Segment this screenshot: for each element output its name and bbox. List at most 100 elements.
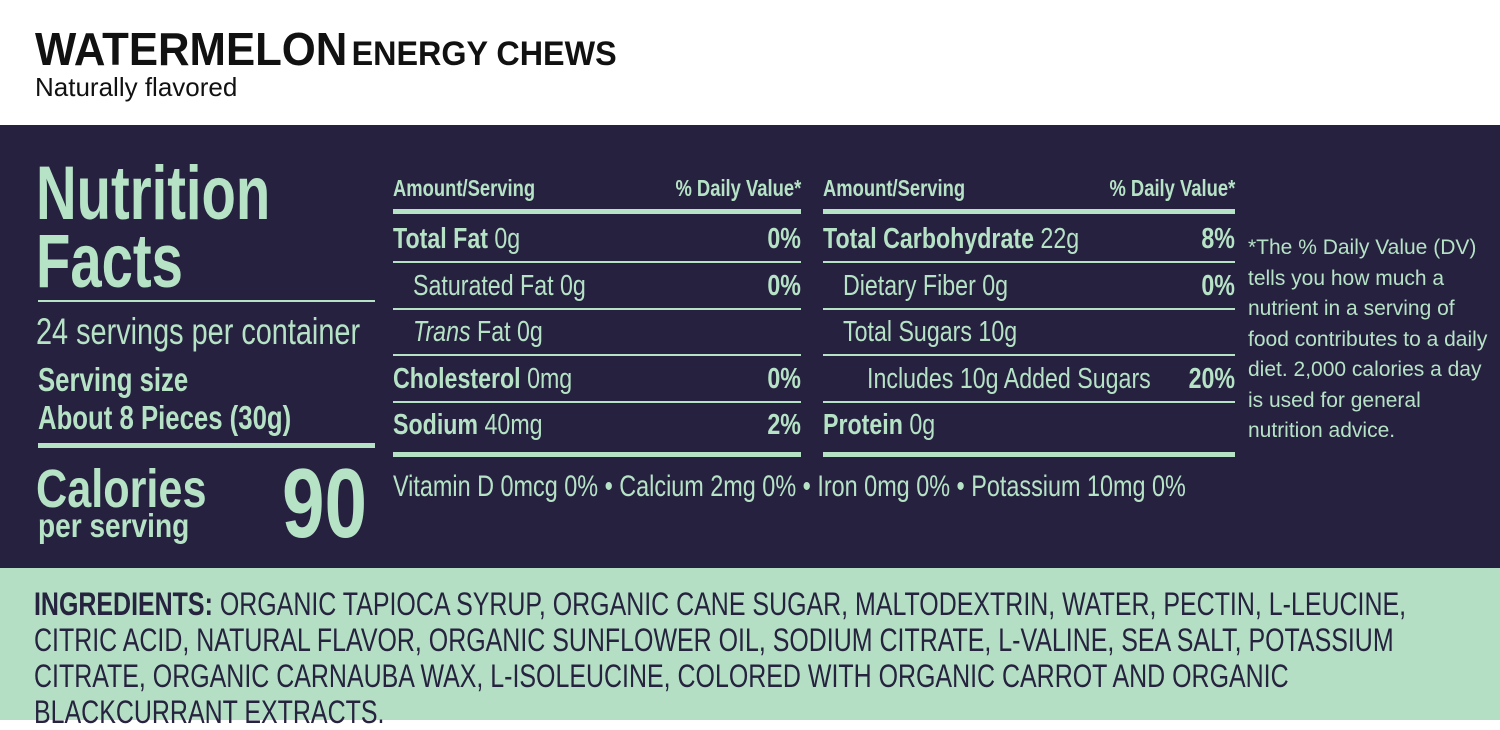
separator: • [802, 470, 811, 503]
row-dv: 0% [1201, 270, 1235, 302]
row-dv: 8% [1201, 223, 1235, 255]
calories-value: 90 [282, 447, 391, 560]
vitamin-item: Vitamin D 0mcg 0% [393, 470, 599, 503]
row-label: Includes 10g Added Sugars [867, 359, 1151, 399]
rule [393, 209, 801, 214]
row-label: Total Sugars 10g [843, 312, 1017, 352]
row-name: Saturated Fat [413, 270, 554, 302]
nutrition-panel: Nutrition Facts 24 servings per containe… [0, 125, 1500, 568]
left-table: Amount/Serving % Daily Value* Total Fat 0g… [393, 125, 801, 568]
rule [823, 452, 1235, 457]
title: WATERMELON ENERGY CHEWS [35, 22, 647, 76]
calories-sub: per serving [38, 507, 216, 545]
rule [823, 209, 1235, 214]
servings-text: 24 servings per container [36, 311, 361, 352]
row-name: Dietary Fiber [843, 270, 976, 302]
rule [393, 401, 801, 403]
row-label: Protein 0g [823, 405, 935, 445]
table-row: Sodium 40mg 2% [393, 405, 801, 445]
title-bold: WATERMELON [35, 23, 348, 75]
table-row: Protein 0g [823, 405, 1235, 445]
facts-heading: Nutrition Facts [36, 151, 353, 304]
table-row: Trans Fat 0g [393, 312, 801, 352]
ingredients-label: INGREDIENTS: [34, 586, 213, 622]
table-row: Total Carbohydrate 22g 8% [823, 219, 1235, 259]
header-dv: % Daily Value* [675, 175, 801, 201]
rule [38, 300, 375, 302]
calories-number: 90 [282, 448, 368, 558]
heading-line: Facts [36, 219, 183, 304]
subtitle: Naturally flavored [35, 72, 238, 102]
calories-label-text: Calories [36, 459, 207, 519]
ingredients-text: INGREDIENTS: ORGANIC TAPIOCA SYRUP, ORGA… [34, 586, 1422, 730]
row-name: Fat [477, 316, 511, 348]
row-label: Total Carbohydrate 22g [823, 219, 1079, 259]
row-name-italic: Trans [413, 316, 471, 348]
row-name: Total Sugars [843, 316, 972, 348]
table-row: Includes 10g Added Sugars 20% [823, 359, 1235, 399]
calories-label: Calories [36, 458, 249, 520]
footnote: *The % Daily Value (DV) tells you how mu… [1248, 236, 1488, 442]
row-dv: 20% [1188, 363, 1235, 395]
row-amount: 0g [560, 270, 586, 302]
heading-line: Nutrition [36, 151, 271, 236]
header-dv: % Daily Value* [1109, 175, 1235, 201]
row-amount: 0mg [527, 363, 573, 395]
row-name: Sodium [393, 409, 479, 441]
table-row: Cholesterol 0mg 0% [393, 359, 801, 399]
ingredients: INGREDIENTS: ORGANIC TAPIOCA SYRUP, ORGA… [0, 568, 1500, 730]
row-amount: 0g [494, 223, 521, 255]
row-name: Total Carbohydrate [823, 223, 1034, 255]
rule [393, 261, 801, 263]
calories-sub-text: per serving [38, 507, 190, 544]
table-row: Total Fat 0g 0% [393, 219, 801, 259]
vitamins: Vitamin D 0mcg 0% • Calcium 2mg 0% • Iro… [393, 470, 1409, 504]
row-amount: 0g [909, 409, 936, 441]
row-label: Total Fat 0g [393, 219, 520, 259]
row-label: Cholesterol 0mg [393, 359, 572, 399]
rule [823, 401, 1235, 403]
vitamin-item: Calcium 2mg 0% [619, 470, 797, 503]
vitamin-item: Iron 0mg 0% [817, 470, 951, 503]
row-label: Trans Fat 0g [413, 312, 543, 352]
table-row: Saturated Fat 0g 0% [393, 266, 801, 306]
rule [823, 261, 1235, 263]
rule [393, 452, 801, 457]
row-name: Includes 10g Added Sugars [867, 363, 1151, 395]
rule [823, 308, 1235, 310]
row-dv: 0% [767, 270, 801, 302]
header-amount: Amount/Serving [393, 175, 536, 201]
vitamins-line: Vitamin D 0mcg 0% • Calcium 2mg 0% • Iro… [393, 470, 1186, 504]
row-amount: 0g [982, 270, 1009, 302]
row-amount: 0g [517, 316, 543, 348]
table-row: Dietary Fiber 0g 0% [823, 266, 1235, 306]
row-dv: 0% [767, 223, 801, 255]
serving-size-label-text: Serving size [38, 361, 189, 398]
row-name: Total Fat [393, 223, 488, 255]
ingredients-list: ORGANIC TAPIOCA SYRUP, ORGANIC CANE SUGA… [34, 586, 1407, 730]
rule [393, 308, 801, 310]
row-amount: 10g [978, 316, 1018, 348]
row-label: Sodium 40mg [393, 405, 543, 445]
rule [823, 354, 1235, 356]
serving-size-text: About 8 Pieces (30g) [38, 399, 292, 436]
row-name: Protein [823, 409, 903, 441]
serving-size: About 8 Pieces (30g) [38, 399, 363, 437]
row-dv: 2% [767, 409, 801, 441]
row-dv: 0% [767, 363, 801, 395]
row-label: Saturated Fat 0g [413, 266, 586, 306]
vitamin-item: Potassium 10mg 0% [971, 470, 1186, 503]
servings: 24 servings per container [36, 311, 451, 353]
row-label: Dietary Fiber 0g [843, 266, 1008, 306]
title-rest: ENERGY CHEWS [351, 35, 617, 73]
serving-size-label: Serving size [38, 361, 231, 399]
row-amount: 22g [1040, 223, 1080, 255]
row-name: Cholesterol [393, 363, 521, 395]
right-table: Amount/Serving % Daily Value* Total Carboh… [823, 125, 1235, 568]
row-amount: 40mg [484, 409, 543, 441]
rule [38, 443, 375, 448]
rule [393, 354, 801, 356]
header-amount: Amount/Serving [823, 175, 966, 201]
separator: • [956, 470, 965, 503]
